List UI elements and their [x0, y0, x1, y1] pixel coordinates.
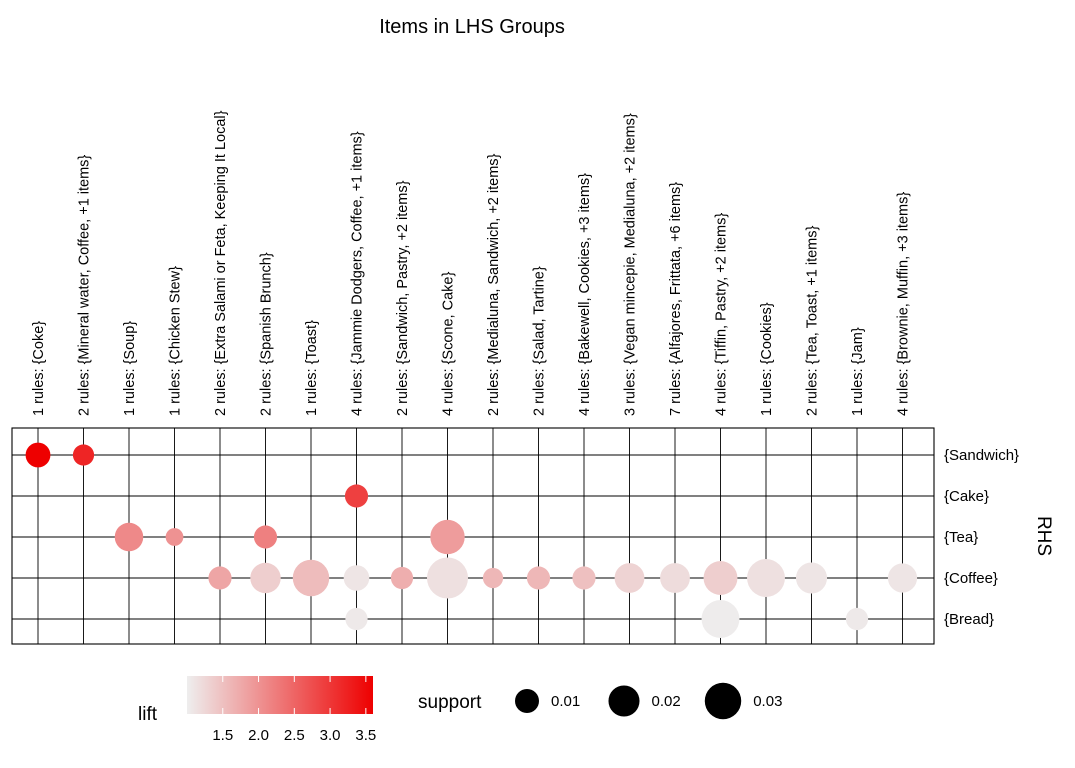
rule-point: [114, 522, 144, 552]
rule-point: [253, 525, 278, 549]
rule-point: [614, 563, 645, 593]
rule-point: [390, 566, 414, 590]
lift-tick-label: 2.0: [248, 727, 269, 744]
y-axis-title: RHS: [1033, 516, 1054, 556]
rule-point: [345, 607, 368, 631]
support-key-circle: [515, 689, 539, 713]
rule-point: [208, 566, 232, 590]
column-label: 2 rules: {Extra Salami or Feta, Keeping …: [213, 110, 229, 416]
rule-point: [747, 559, 785, 597]
data-points: [25, 442, 918, 638]
lift-legend-title: lift: [138, 704, 158, 725]
rule-point: [482, 567, 504, 589]
column-label: 2 rules: {Mineral water, Coffee, +1 item…: [77, 155, 93, 416]
support-key-label: 0.03: [753, 693, 782, 710]
lift-tick-label: 2.5: [284, 727, 305, 744]
column-label: 1 rules: {Chicken Stew}: [168, 266, 184, 416]
column-label: 2 rules: {Spanish Brunch}: [259, 252, 275, 416]
row-label-bread: {Bread}: [944, 611, 994, 628]
row-label-coffee: {Coffee}: [944, 570, 998, 587]
support-key-label: 0.02: [652, 693, 681, 710]
rule-point: [526, 566, 551, 590]
column-label: 2 rules: {Medialuna, Sandwich, +2 items}: [486, 153, 502, 416]
support-key-circle: [608, 685, 640, 717]
column-label: 1 rules: {Soup}: [122, 321, 138, 416]
rule-point: [72, 444, 95, 466]
rule-point: [887, 563, 918, 593]
rule-point: [250, 562, 281, 594]
rule-point: [660, 563, 690, 593]
chart-title: Items in LHS Groups: [379, 16, 565, 38]
lift-tick-label: 3.5: [355, 727, 376, 744]
rule-point: [701, 600, 740, 638]
column-label: 7 rules: {Alfajores, Frittata, +6 items}: [668, 182, 684, 416]
column-label: 4 rules: {Brownie, Muffin, +3 items}: [896, 192, 912, 416]
support-legend-title: support: [418, 692, 482, 713]
column-labels: 1 rules: {Coke} 2 rules: {Mineral water, …: [31, 110, 912, 416]
row-labels: {Sandwich} {Cake} {Tea} {Coffee} {Bread}: [944, 447, 1019, 628]
rule-point: [795, 562, 828, 594]
support-key-label: 0.01: [551, 693, 580, 710]
grid-lines: [12, 428, 934, 644]
rule-point: [343, 565, 370, 591]
row-label-tea: {Tea}: [944, 529, 978, 546]
column-label: 3 rules: {Vegan mincepie, Medialuna, +2 …: [623, 113, 639, 416]
rule-point: [703, 561, 738, 595]
column-label: 4 rules: {Tiffin, Pastry, +2 items}: [714, 213, 730, 416]
row-label-cake: {Cake}: [944, 488, 989, 505]
support-legend: support 0.01 0.02 0.03: [418, 682, 782, 720]
column-label: 1 rules: {Jam}: [850, 327, 866, 416]
column-label: 1 rules: {Cookies}: [759, 302, 775, 416]
rule-point: [430, 519, 465, 555]
rule-point: [845, 607, 869, 631]
lift-tick-label: 3.0: [320, 727, 341, 744]
column-label: 2 rules: {Tea, Toast, +1 items}: [805, 225, 821, 416]
column-label: 2 rules: {Salad, Tartine}: [532, 266, 548, 416]
lift-tick-label: 1.5: [212, 727, 233, 744]
row-label-sandwich: {Sandwich}: [944, 447, 1019, 464]
rule-point: [427, 557, 468, 599]
rule-point: [292, 559, 330, 597]
support-key-circle: [704, 682, 742, 720]
column-label: 1 rules: {Toast}: [304, 320, 320, 416]
column-label: 4 rules: {Bakewell, Cookies, +3 items}: [577, 173, 593, 416]
column-label: 4 rules: {Scone, Cake}: [441, 272, 457, 416]
rule-point: [165, 528, 184, 546]
column-label: 2 rules: {Sandwich, Pastry, +2 items}: [395, 180, 411, 416]
column-label: 1 rules: {Coke}: [31, 321, 47, 416]
rule-point: [25, 442, 51, 468]
lift-legend: lift 1.5 2.0 2.5 3.0 3.5: [138, 676, 376, 744]
lift-colorbar: [187, 676, 373, 714]
rule-point: [572, 566, 596, 590]
rule-point: [344, 484, 369, 508]
column-label: 4 rules: {Jammie Dodgers, Coffee, +1 ite…: [350, 131, 366, 416]
plot-frame: [11, 427, 935, 645]
